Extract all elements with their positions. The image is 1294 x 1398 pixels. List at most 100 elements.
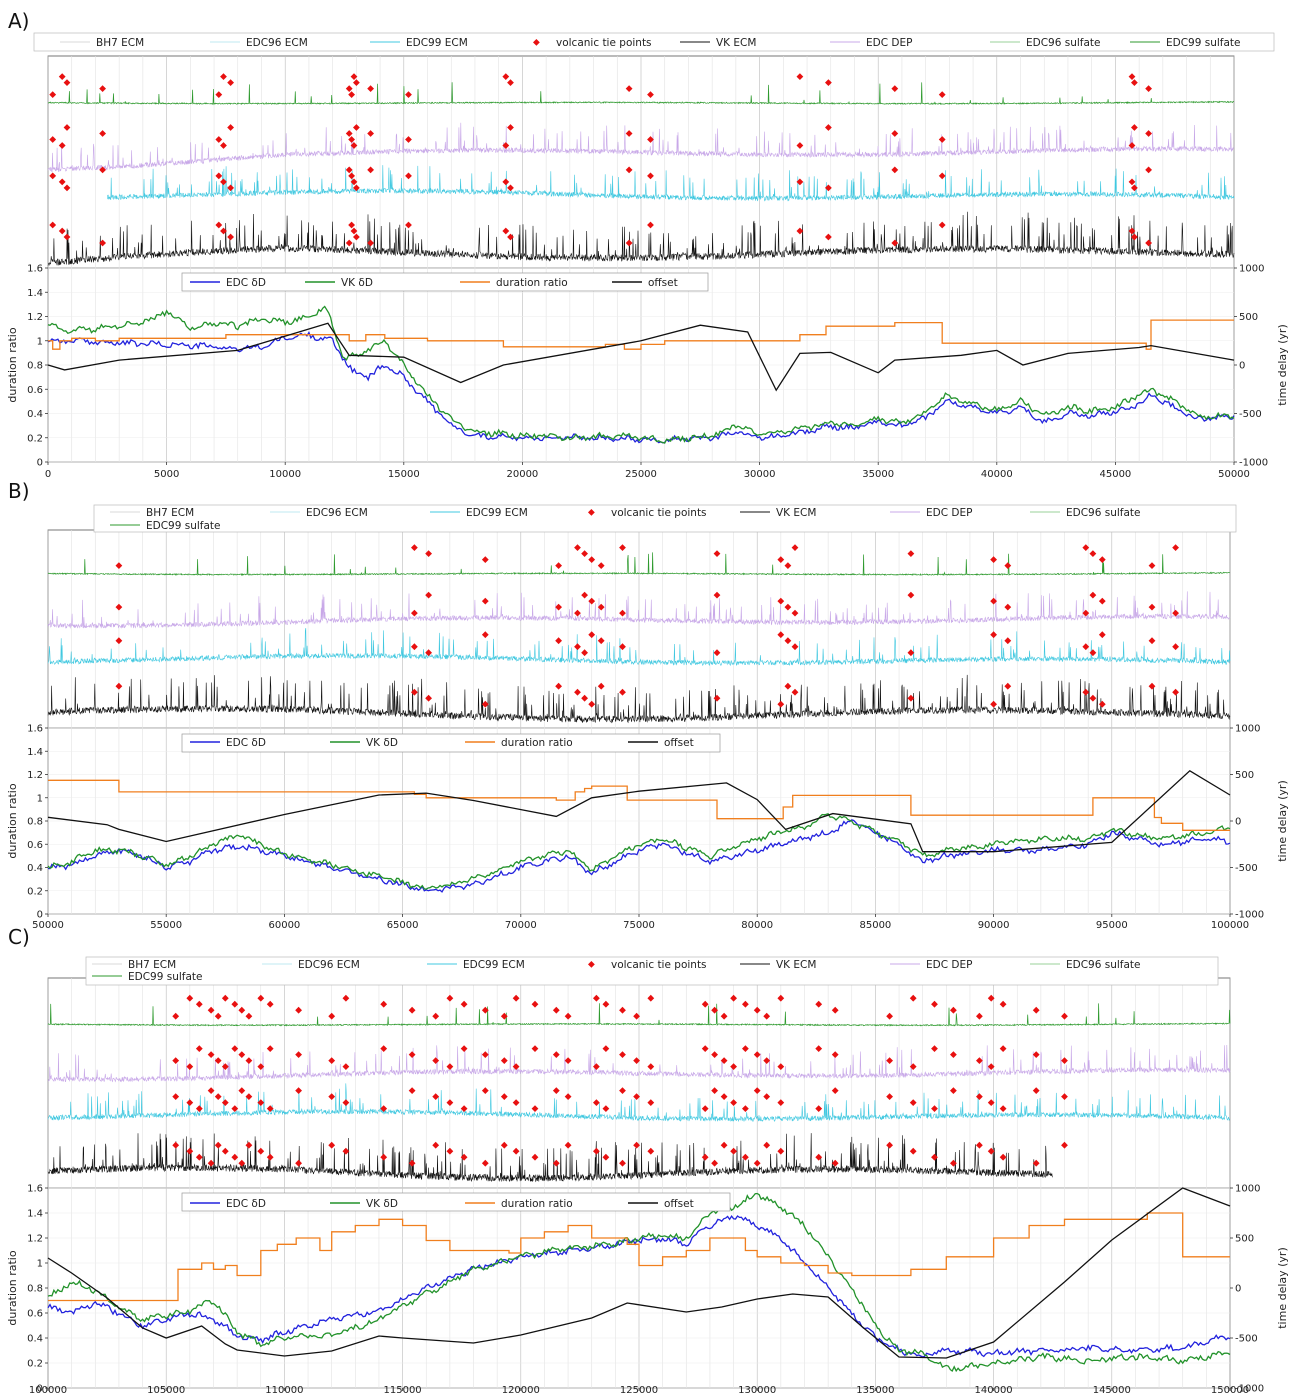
x-tick-label: 125000 [620, 1385, 658, 1396]
volcanic-tie-point [481, 631, 489, 639]
volcanic-tie-point [350, 178, 358, 186]
volcanic-tie-point [266, 1000, 274, 1008]
legend-label: VK ECM [776, 959, 816, 971]
volcanic-tie-point [460, 1045, 468, 1052]
volcanic-tie-point [257, 1063, 265, 1070]
volcanic-tie-point [405, 136, 412, 143]
x-tick-label: 60000 [268, 920, 300, 931]
volcanic-tie-point [625, 239, 633, 247]
volcanic-tie-point [1128, 73, 1136, 80]
volcanic-tie-point [238, 1006, 246, 1014]
volcanic-tie-point [796, 178, 804, 186]
volcanic-tie-point [348, 136, 355, 143]
volcanic-tie-point [115, 562, 123, 569]
volcanic-tie-point [1148, 637, 1156, 645]
volcanic-tie-point [425, 694, 432, 702]
volcanic-tie-point [186, 1099, 194, 1106]
volcanic-tie-point [348, 172, 355, 180]
volcanic-tie-point [552, 1087, 560, 1094]
panel-c: C) BH7 ECM EDC96 ECM EDC99 ECM volcanic tie … [6, 925, 1289, 1396]
volcanic-tie-point [231, 1105, 239, 1112]
edc-d-line [47, 1214, 1231, 1358]
offset-line [47, 769, 1231, 853]
y-tick-label-left: 1.2 [27, 770, 43, 781]
y-tick-label-left: 0 [37, 1384, 43, 1395]
volcanic-tie-point [227, 184, 234, 192]
legend-label: EDC DEP [866, 37, 912, 49]
legend-label: VK δD [366, 737, 398, 749]
panel-a: A) BH7 ECM EDC96 ECM EDC99 ECM volcanic tie … [6, 9, 1289, 480]
y-tick-label-left: 0.8 [27, 817, 43, 828]
lower-legend-box [181, 1192, 731, 1212]
volcanic-tie-point [367, 130, 374, 137]
y-tick-label-left: 0.8 [27, 1284, 43, 1295]
volcanic-tie-point [481, 1051, 489, 1058]
x-tick-label: 145000 [1093, 1385, 1131, 1396]
volcanic-tie-point [186, 994, 194, 1002]
legend-label: duration ratio [501, 1198, 573, 1210]
volcanic-tie-point [938, 136, 946, 143]
volcanic-tie-point [353, 79, 360, 86]
volcanic-tie-point [63, 184, 71, 192]
volcanic-tie-point [502, 142, 510, 149]
volcanic-tie-point [408, 1087, 416, 1094]
volcanic-tie-point [353, 184, 360, 192]
y-tick-label-left: 1.4 [27, 747, 43, 758]
y-tick-label-right: 0 [1239, 361, 1245, 372]
y-tick-label-right: -500 [1235, 863, 1258, 874]
offset-line [47, 1187, 1231, 1359]
volcanic-tie-point [1148, 682, 1156, 690]
volcanic-tie-point [238, 1087, 246, 1094]
volcanic-tie-point [328, 1012, 336, 1020]
volcanic-tie-point [1089, 694, 1097, 702]
volcanic-tie-point [411, 609, 418, 617]
x-tick-label: 135000 [856, 1385, 894, 1396]
volcanic-tie-point [886, 1093, 893, 1100]
volcanic-tie-point [405, 172, 412, 180]
legend-label: VK δD [366, 1198, 398, 1210]
volcanic-tie-point [220, 178, 227, 186]
volcanic-tie-point [647, 1063, 655, 1070]
volcanic-tie-point [777, 1063, 785, 1070]
legend-label: offset [664, 1198, 694, 1210]
volcanic-tie-point [512, 1063, 520, 1070]
legend-label: EDC96 sulfate [1066, 959, 1141, 971]
volcanic-tie-point [1032, 1051, 1040, 1058]
volcanic-tie-point [350, 73, 358, 80]
x-tick-label: 85000 [859, 920, 891, 931]
volcanic-tie-point [711, 1087, 718, 1094]
x-tick-label: 75000 [623, 920, 655, 931]
volcanic-tie-point [367, 85, 374, 92]
x-tick-label: 50000 [32, 920, 64, 931]
y-tick-label-left: 1.2 [27, 1234, 43, 1245]
x-tick-label: 140000 [975, 1385, 1013, 1396]
volcanic-tie-point [481, 700, 489, 708]
volcanic-tie-point [348, 221, 355, 229]
volcanic-tie-point [186, 1063, 194, 1070]
legend-label: EDC δD [226, 277, 266, 289]
vk-ecm-trace [47, 1133, 1053, 1183]
y-tick-label-left: 1 [37, 1259, 43, 1270]
volcanic-tie-point [1061, 1012, 1068, 1020]
volcanic-tie-point [1061, 1057, 1068, 1064]
volcanic-tie-point [411, 643, 418, 651]
volcanic-tie-point [231, 1045, 239, 1052]
volcanic-tie-point [345, 166, 353, 174]
volcanic-tie-point [215, 172, 223, 180]
volcanic-tie-point [564, 1093, 572, 1100]
volcanic-tie-point [647, 172, 654, 180]
volcanic-tie-point [99, 166, 106, 174]
legend-label: EDC DEP [926, 959, 972, 971]
volcanic-tie-point [1145, 130, 1152, 137]
volcanic-tie-point [207, 1087, 215, 1094]
volcanic-tie-point [1128, 227, 1136, 235]
x-tick-label: 120000 [502, 1385, 540, 1396]
volcanic-tie-point [825, 79, 832, 86]
y-axis-label-right: time delay (yr) [1276, 324, 1289, 406]
volcanic-tie-point [207, 1006, 215, 1014]
y-tick-label-right: 1000 [1235, 724, 1260, 735]
y-tick-label-left: 1.2 [27, 312, 43, 323]
volcanic-tie-point [446, 1063, 454, 1070]
volcanic-tie-point [215, 136, 223, 143]
y-tick-label-left: 0 [37, 910, 43, 921]
